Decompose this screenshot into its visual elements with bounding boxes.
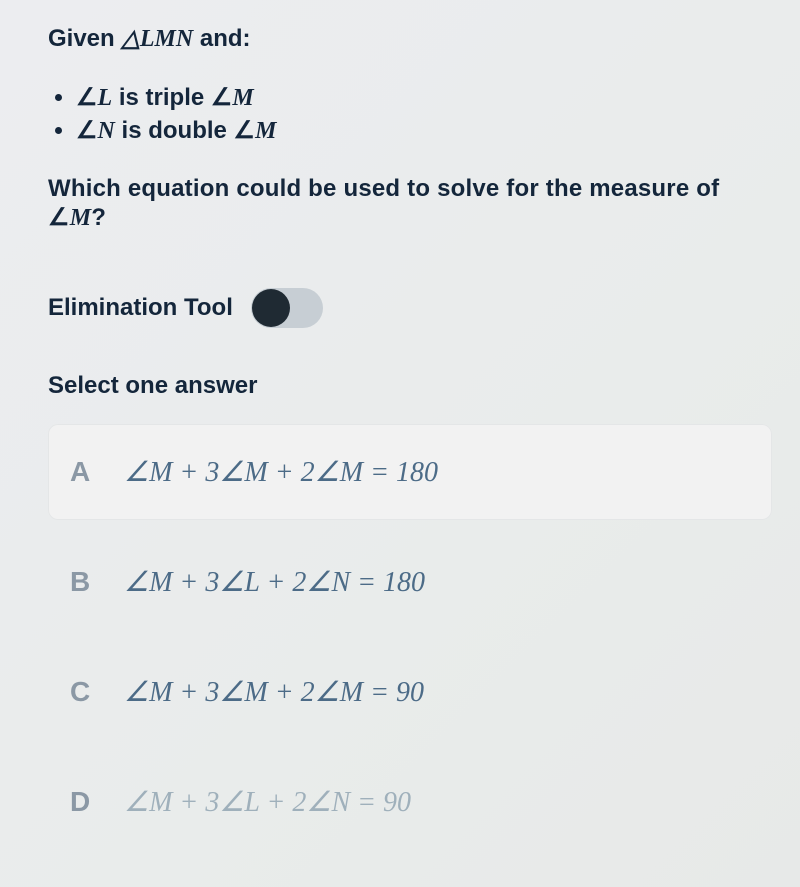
angle-icon: ∠: [48, 205, 70, 231]
answer-expression-math: ∠M + 3∠L + 2∠N = 90: [124, 787, 411, 818]
question-var: M: [70, 205, 92, 231]
answer-letter: B: [70, 566, 124, 598]
answer-expression-math: ∠M + 3∠M + 2∠M = 180: [124, 457, 438, 488]
elimination-tool-row: Elimination Tool: [48, 288, 772, 328]
angle-icon: ∠: [76, 85, 98, 111]
answer-option-d[interactable]: D ∠M + 3∠L + 2∠N = 90: [48, 754, 772, 850]
question-prefix: Which equation could be used to solve fo…: [48, 175, 719, 202]
question-suffix: ?: [91, 204, 106, 231]
answer-option-c[interactable]: C ∠M + 3∠M + 2∠M = 90: [48, 644, 772, 740]
angle-target: M: [255, 118, 276, 144]
toggle-knob: [252, 289, 290, 327]
answer-expression: ∠M + 3∠L + 2∠N = 90: [124, 785, 411, 819]
elimination-tool-label: Elimination Tool: [48, 294, 233, 322]
given-suffix: and:: [193, 25, 250, 52]
angle-target: M: [232, 85, 253, 111]
answer-letter: A: [70, 456, 124, 488]
relation-text: is double: [115, 117, 234, 144]
relation-text: is triple: [112, 84, 211, 111]
angle-icon: ∠: [211, 85, 233, 111]
given-item: ∠L is triple ∠M: [76, 83, 772, 112]
given-line: Given △LMN and:: [48, 24, 772, 53]
triangle-symbol: △: [121, 26, 139, 52]
answer-expression-math: ∠M + 3∠L + 2∠N = 180: [124, 567, 425, 598]
answer-list: A ∠M + 3∠M + 2∠M = 180 B ∠M + 3∠L + 2∠N …: [48, 424, 772, 850]
given-item: ∠N is double ∠M: [76, 116, 772, 145]
angle-subject: L: [98, 85, 113, 111]
angle-icon: ∠: [76, 118, 98, 144]
angle-subject: N: [98, 118, 115, 144]
select-one-label: Select one answer: [48, 372, 772, 400]
given-prefix: Given: [48, 25, 121, 52]
elimination-tool-toggle[interactable]: [251, 288, 323, 328]
question-text: Which equation could be used to solve fo…: [48, 175, 772, 232]
answer-expression: ∠M + 3∠M + 2∠M = 90: [124, 675, 424, 709]
answer-expression: ∠M + 3∠M + 2∠M = 180: [124, 455, 438, 489]
answer-option-b[interactable]: B ∠M + 3∠L + 2∠N = 180: [48, 534, 772, 630]
given-list: ∠L is triple ∠M ∠N is double ∠M: [76, 83, 772, 145]
triangle-vertices: LMN: [140, 26, 193, 52]
answer-option-a[interactable]: A ∠M + 3∠M + 2∠M = 180: [48, 424, 772, 520]
question-page: Given △LMN and: ∠L is triple ∠M ∠N is do…: [0, 0, 800, 887]
answer-expression-math: ∠M + 3∠M + 2∠M = 90: [124, 677, 424, 708]
answer-letter: D: [70, 786, 124, 818]
answer-letter: C: [70, 676, 124, 708]
answer-expression: ∠M + 3∠L + 2∠N = 180: [124, 565, 425, 599]
angle-icon: ∠: [234, 118, 256, 144]
